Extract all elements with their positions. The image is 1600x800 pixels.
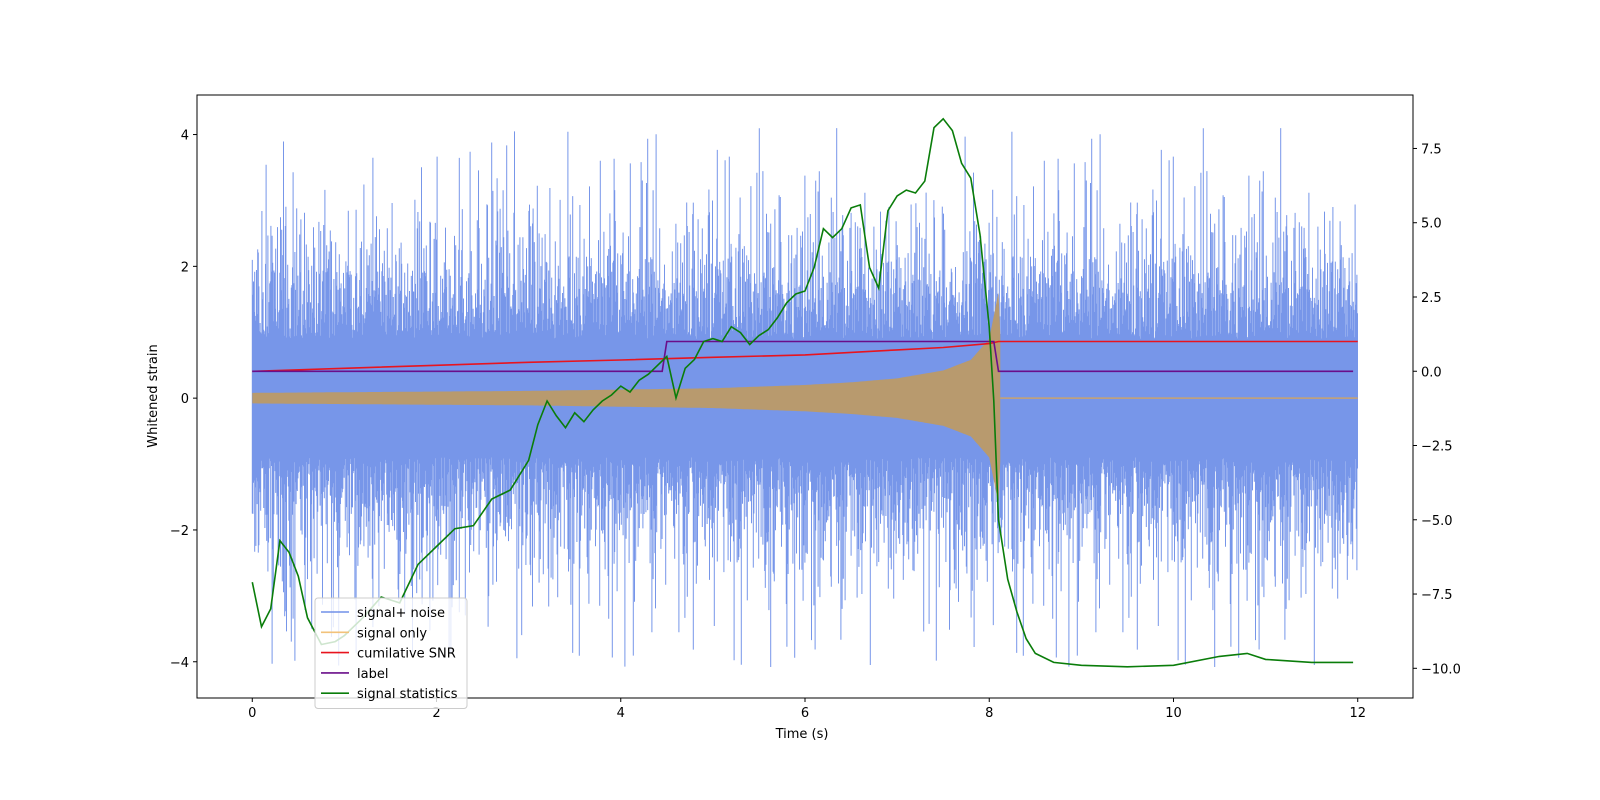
x-tick-label: 0 <box>248 706 256 721</box>
x-tick-label: 4 <box>617 706 625 721</box>
y-tick-label: −4 <box>170 656 189 671</box>
y-tick-label: 0 <box>181 392 189 407</box>
x-tick-label: 10 <box>1165 706 1182 721</box>
signal-statistics-line <box>251 117 1354 668</box>
x-tick-label: 8 <box>985 706 993 721</box>
y-right-tick-label: −7.5 <box>1421 588 1453 603</box>
label-line <box>252 340 1354 373</box>
legend-label: signal only <box>357 626 427 641</box>
x-tick-label: 12 <box>1349 706 1366 721</box>
y-axis-label: Whitened strain <box>146 344 161 447</box>
legend-box <box>314 597 468 709</box>
y-tick-label: 2 <box>181 260 189 275</box>
y-tick-label: −2 <box>170 524 189 539</box>
x-axis: 0 2 4 6 8 10 12 <box>248 698 1366 721</box>
legend-label: cumilative SNR <box>357 647 456 662</box>
legend-label: signal statistics <box>357 687 458 702</box>
y-right-tick-label: 2.5 <box>1421 291 1442 306</box>
legend-label: signal+ noise <box>357 606 445 621</box>
y-right-tick-label: −2.5 <box>1421 440 1453 455</box>
y-axis-left: −4 −2 0 2 4 <box>170 129 197 671</box>
x-axis-label: Time (s) <box>775 727 829 742</box>
x-tick-label: 6 <box>801 706 809 721</box>
signal-only-area <box>252 292 1001 504</box>
y-tick-label: 4 <box>181 129 189 144</box>
y-right-tick-label: 0.0 <box>1421 365 1442 380</box>
y-right-tick-label: −10.0 <box>1421 662 1461 677</box>
y-axis-right: −10.0 −7.5 −5.0 −2.5 0.0 2.5 5.0 7.5 <box>1413 142 1461 677</box>
x-tick-label: 2 <box>432 706 440 721</box>
legend: signal+ noise signal only cumilative SNR la… <box>314 597 468 709</box>
y-right-tick-label: −5.0 <box>1421 514 1453 529</box>
legend-label: label <box>357 667 388 682</box>
series-layer <box>251 117 1358 668</box>
y-right-tick-label: 5.0 <box>1421 217 1442 232</box>
y-right-tick-label: 7.5 <box>1421 142 1442 157</box>
